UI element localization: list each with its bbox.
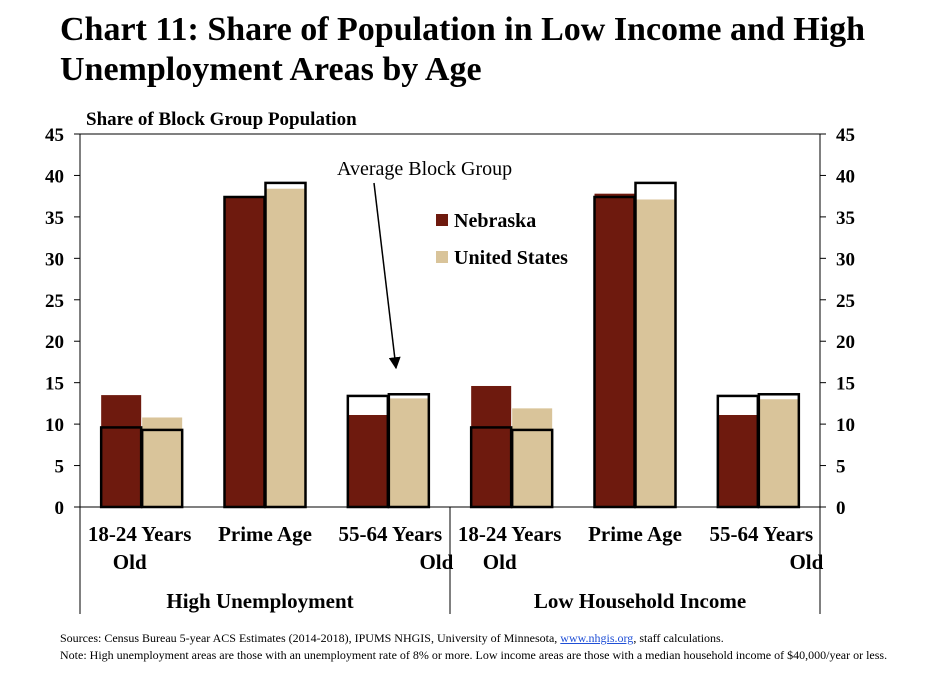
category-label: Prime Age: [588, 522, 682, 546]
bar-average-united-states: [634, 181, 677, 509]
bar-nebraska: [347, 414, 388, 507]
y-tick-label-left: 40: [45, 166, 64, 187]
y-tick-label-right: 30: [836, 249, 855, 270]
annotation: Average Block Group: [337, 158, 512, 370]
bar-average-united-states: [510, 428, 554, 509]
bar-united-states: [142, 417, 183, 507]
category-label: Prime Age: [218, 522, 312, 546]
annotation-arrow: [373, 182, 401, 370]
y-tick-label-right: 10: [836, 415, 855, 436]
bar-nebraska: [717, 414, 758, 507]
y-tick-label-right: 35: [836, 208, 855, 229]
bar-united-states: [758, 399, 799, 507]
note-text: Note: High unemployment areas are those …: [60, 648, 888, 662]
category-label: 55-64 Years: [710, 522, 814, 546]
bar-nebraska: [594, 193, 635, 507]
legend-swatch-nebraska: [436, 214, 448, 226]
y-tick-label-left: 5: [55, 457, 65, 478]
y-axis-title: Share of Block Group Population: [86, 109, 357, 130]
y-tick-label-right: 45: [836, 125, 855, 146]
category-label: Old: [113, 550, 147, 574]
y-tick-label-left: 10: [45, 415, 64, 436]
bar-united-states: [512, 408, 553, 507]
y-tick-label-left: 30: [45, 249, 64, 270]
bar-united-states: [388, 398, 429, 507]
sources-suffix: , staff calculations.: [633, 631, 724, 645]
y-tick-label-right: 0: [836, 498, 846, 519]
bar-united-states: [635, 199, 676, 507]
y-tick-label-left: 15: [45, 374, 64, 395]
legend-label-united-states: United States: [454, 247, 568, 269]
bar-average-united-states: [757, 393, 801, 509]
bar-united-states: [265, 188, 306, 507]
y-tick-label-right: 20: [836, 332, 855, 353]
category-label: 55-64 Years: [339, 522, 443, 546]
sources-line: Sources: Census Bureau 5-year ACS Estima…: [60, 630, 900, 647]
category-label: 18-24 Years: [88, 522, 192, 546]
category-label: 18-24 Years: [458, 522, 562, 546]
plot-frame: [79, 133, 821, 508]
y-tick-label-left: 45: [45, 125, 64, 146]
legend-label-nebraska: Nebraska: [454, 210, 536, 232]
y-tick-label-left: 25: [45, 291, 64, 312]
y-tick-label-right: 15: [836, 374, 855, 395]
category-label: Old: [789, 550, 823, 574]
sources-text: Sources: Census Bureau 5-year ACS Estima…: [60, 631, 561, 645]
footnotes: Sources: Census Bureau 5-year ACS Estima…: [60, 630, 900, 664]
plot-area: 0 0 5 5 10 10 15 15 20 20 25 25 30 30 35 35 40 40 45 45 18-2…: [45, 125, 855, 614]
bar-average-united-states: [140, 428, 184, 509]
nhgis-link[interactable]: www.nhgis.org: [560, 631, 634, 645]
group-label: Low Household Income: [534, 589, 746, 613]
bar-average-united-states: [387, 393, 431, 509]
group-label: High Unemployment: [166, 589, 353, 613]
y-tick-label-left: 35: [45, 208, 64, 229]
y-tick-label-right: 40: [836, 166, 855, 187]
annotation-label: Average Block Group: [337, 158, 512, 180]
bar-nebraska: [101, 395, 142, 507]
chart-title: Chart 11: Share of Population in Low Inc…: [60, 11, 866, 88]
y-tick-label-left: 20: [45, 332, 64, 353]
bar-average-united-states: [264, 181, 307, 509]
category-label: Old: [483, 550, 517, 574]
legend: Nebraska United States: [436, 210, 568, 269]
category-label: Old: [419, 550, 453, 574]
bar-nebraska: [471, 385, 512, 507]
legend-swatch-united-states: [436, 251, 448, 263]
y-tick-label-right: 5: [836, 457, 846, 478]
y-tick-label-left: 0: [55, 498, 65, 519]
bar-nebraska: [224, 196, 265, 508]
y-tick-label-right: 25: [836, 291, 855, 312]
